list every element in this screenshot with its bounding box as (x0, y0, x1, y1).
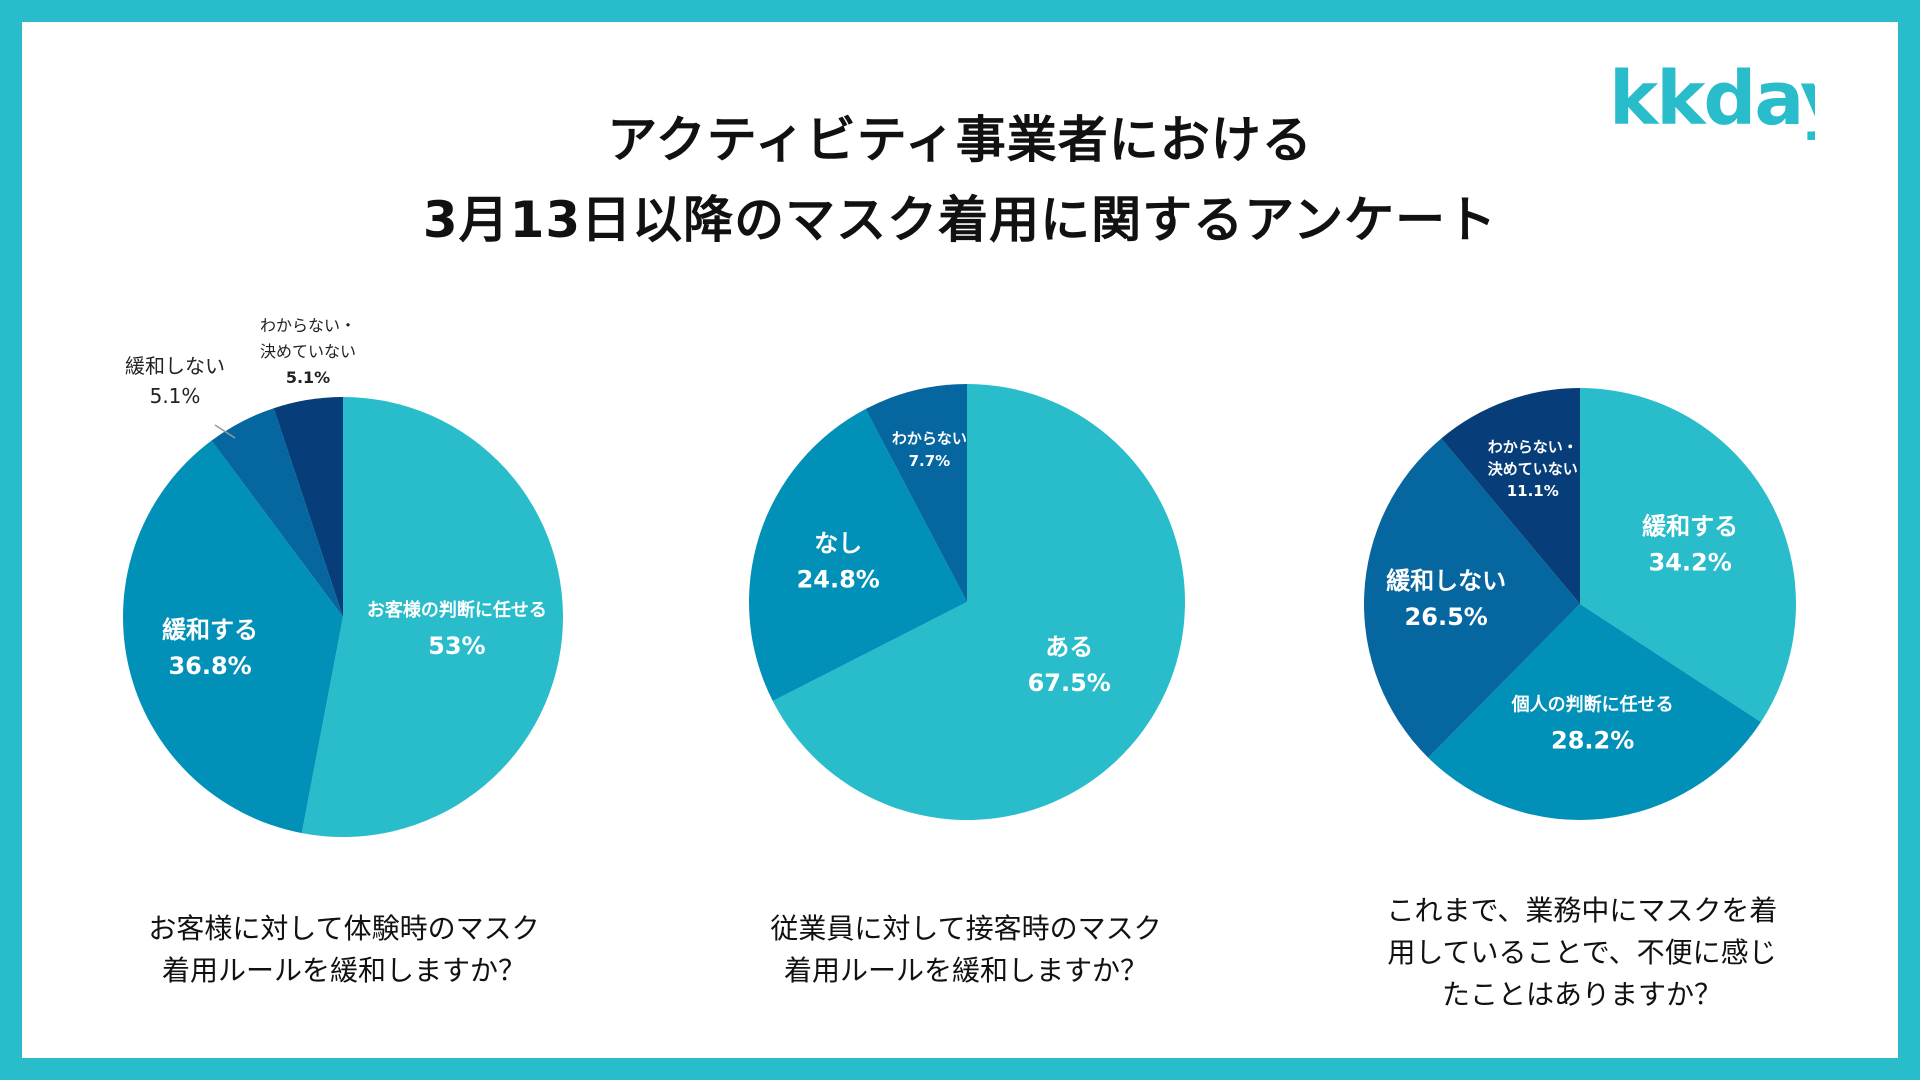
question-3-line-1: これまで、業務中にマスクを着 (1386, 894, 1778, 927)
pie-slice (1363, 438, 1580, 758)
question-1-line-2: 着用ルールを緩和しますか？ (161, 954, 526, 987)
data-label-name: 個人の判断に任せる (1511, 693, 1674, 715)
data-label-name: 決めていない (260, 342, 356, 361)
data-label-name: なし (814, 529, 862, 557)
data-label-value: 7.7% (909, 452, 951, 470)
pie-slice (211, 408, 343, 617)
pie-slice (1428, 604, 1761, 820)
data-label-name: 緩和しない (125, 354, 225, 378)
pie-slice (1580, 388, 1796, 723)
data-label-value: 28.2% (1551, 727, 1634, 755)
data-label-value: 53% (428, 632, 485, 660)
pie-slice (865, 384, 967, 602)
data-label-value: 26.5% (1405, 603, 1488, 631)
data-label-name: わからない (892, 430, 967, 448)
data-label-value: 5.1% (286, 368, 330, 387)
pie-slice (273, 397, 343, 617)
page-title: アクティビティ事業者における 3月13日以降のマスク着用に関するアンケート (0, 100, 1920, 260)
data-label-name: わからない・ (1488, 438, 1578, 456)
data-label-value: 11.1% (1507, 482, 1559, 500)
data-label-name: お客様の判断に任せる (367, 599, 547, 621)
data-label-name: わからない・ (260, 316, 356, 335)
data-label-name: 緩和する (162, 616, 258, 644)
data-label-value: 36.8% (168, 652, 251, 680)
pie-slice (123, 440, 344, 834)
title-line-2: 3月13日以降のマスク着用に関するアンケート (422, 191, 1498, 249)
question-3-line-2: 用していることで、不便に感じ (1387, 936, 1777, 969)
data-label-name: 緩和しない (1386, 567, 1506, 595)
data-label-name: ある (1045, 633, 1093, 661)
pie-slice (749, 409, 967, 701)
data-label-name: 決めていない (1488, 460, 1578, 478)
pie-slice (301, 397, 564, 837)
title-line-1: アクティビティ事業者における (607, 111, 1313, 169)
pie-chart-1: お客様の判断に任せる 53% 緩和する 36.8% 緩和しない 5.1% わからない・決めて… (123, 316, 564, 837)
pie-chart-2: ある 67.5% なし 24.8% わからない 7.7% (749, 384, 1185, 820)
leader-line (214, 424, 236, 439)
kkday-logo: kkday (1609, 60, 1815, 142)
question-3-line-3: たことはありますか？ (1441, 978, 1722, 1011)
pie-slice (772, 384, 1185, 820)
question-1-line-1: お客様に対して体験時のマスク (148, 912, 540, 945)
pie-slice (1441, 388, 1580, 604)
question-2-line-2: 着用ルールを緩和しますか？ (783, 954, 1148, 987)
pie-chart-3: 緩和する 34.2% 個人の判断に任せる 28.2% 緩和しない 26.5% わからない・決… (1363, 388, 1796, 820)
question-1: お客様に対して体験時のマスク 着用ルールを緩和しますか？ (84, 908, 604, 992)
data-label-value: 24.8% (797, 565, 880, 593)
data-label-value: 5.1% (150, 384, 201, 408)
question-3: これまで、業務中にマスクを着 用していることで、不便に感じ たことはありますか？ (1322, 890, 1842, 1016)
question-2-line-1: 従業員に対して接客時のマスク (770, 912, 1162, 945)
data-label-name: 緩和する (1642, 513, 1738, 541)
question-2: 従業員に対して接客時のマスク 着用ルールを緩和しますか？ (706, 908, 1226, 992)
data-label-value: 67.5% (1028, 669, 1111, 697)
kkday-logo-text: kkday (1609, 60, 1815, 142)
data-label-value: 34.2% (1649, 549, 1732, 577)
